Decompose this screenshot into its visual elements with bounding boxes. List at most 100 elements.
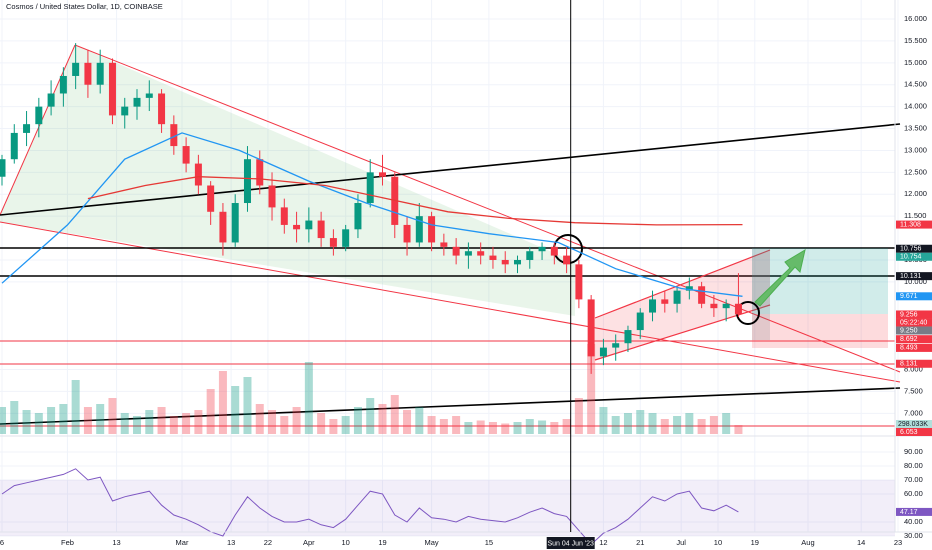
range-box	[752, 248, 770, 340]
volume-bar	[22, 410, 31, 434]
candle-body	[170, 124, 178, 147]
candle-body	[526, 251, 534, 260]
candle-body	[10, 132, 18, 160]
x-tick-label: 13	[227, 538, 235, 547]
price-tag-label: 10.754	[900, 254, 922, 261]
volume-bar	[120, 413, 129, 434]
candle-body	[428, 216, 436, 243]
candle-body	[0, 159, 6, 177]
rsi-tick-label: 40.00	[904, 517, 923, 526]
crosshair-label: Sun 04 Jun '23	[547, 540, 594, 547]
volume-bar	[366, 398, 375, 434]
volume-bar	[722, 413, 731, 434]
price-tag-label: 9.256	[900, 311, 918, 318]
candle-body	[587, 299, 595, 357]
volume-bar	[0, 407, 6, 434]
volume-bar	[292, 407, 301, 434]
candle-body	[158, 93, 166, 125]
volume-bar	[353, 407, 362, 434]
volume-bar	[218, 371, 227, 434]
candle-body	[72, 62, 80, 76]
trendline	[74, 44, 901, 373]
y-tick-label: 12.500	[904, 167, 927, 176]
price-tag	[896, 343, 932, 352]
candle-body	[268, 185, 276, 208]
volume-bar	[268, 410, 277, 434]
rsi-tick-label: 70.00	[904, 475, 923, 484]
x-tick-label: Feb	[61, 538, 74, 547]
y-tick-label: 16.000	[904, 14, 927, 23]
candle-body	[293, 224, 301, 230]
volume-bar	[108, 398, 117, 434]
price-tag	[896, 244, 932, 253]
volume-bar	[673, 416, 682, 434]
rsi-tick-label: 30.00	[904, 531, 923, 540]
price-tag	[896, 326, 932, 335]
y-tick-label: 15.000	[904, 58, 927, 67]
candle-body	[145, 93, 153, 98]
candle-body	[489, 255, 497, 260]
price-tag	[896, 220, 932, 229]
candle-body	[366, 172, 374, 204]
candle-body	[23, 124, 31, 133]
x-tick-label: May	[425, 538, 439, 547]
candle-body	[624, 330, 632, 344]
candle-body	[464, 251, 472, 256]
candle-body	[636, 312, 644, 331]
candle-body	[182, 146, 190, 164]
candle-body	[575, 264, 583, 300]
candle-body	[305, 220, 313, 230]
candle-body	[612, 343, 620, 348]
price-tag-label: 10.756	[900, 246, 922, 253]
x-tick-label: 19	[378, 538, 386, 547]
volume-bar	[182, 413, 191, 434]
volume-bar	[636, 410, 645, 434]
x-tick-label: 10	[714, 538, 722, 547]
rsi-tick-label: 90.00	[904, 447, 923, 456]
y-tick-label: 14.000	[904, 102, 927, 111]
volume-tag	[896, 420, 932, 428]
volume-bar	[525, 419, 534, 434]
candle-body	[734, 303, 742, 315]
target-zone	[752, 248, 888, 314]
volume-bar	[280, 416, 289, 434]
volume-bar	[145, 410, 154, 434]
candle-body	[121, 106, 129, 116]
stop-zone	[752, 314, 888, 348]
x-tick-label: Mar	[176, 538, 189, 547]
candle-body	[538, 246, 546, 252]
candle-body	[231, 203, 239, 243]
y-tick-label: 10.000	[904, 277, 927, 286]
volume-bar	[415, 407, 424, 434]
price-tag	[896, 310, 932, 319]
price-tag	[896, 335, 932, 344]
candle-body	[673, 290, 681, 304]
volume-bar	[452, 416, 461, 434]
y-tick-label: 13.500	[904, 124, 927, 133]
volume-bar	[317, 413, 326, 434]
volume-bar	[488, 422, 497, 434]
rsi-tag-label: 47.17	[900, 509, 918, 516]
volume-bar	[243, 377, 252, 434]
candle-body	[440, 242, 448, 247]
volume-bar	[194, 410, 203, 434]
candle-body	[219, 211, 227, 243]
candle-body	[243, 159, 251, 204]
candle-body	[207, 185, 215, 212]
price-tag-label: 11.308	[900, 221, 921, 228]
volume-bar	[464, 422, 473, 434]
candle-body	[415, 216, 423, 243]
volume-bar	[660, 419, 669, 434]
volume-bar	[231, 386, 240, 434]
volume-bar	[206, 389, 215, 434]
moving-average	[1, 132, 743, 297]
volume-bar	[96, 404, 105, 434]
candle-body	[108, 62, 116, 116]
y-tick-label: 7.500	[904, 386, 923, 395]
candle-body	[256, 159, 264, 186]
trendline	[0, 123, 901, 216]
candle-body	[354, 203, 362, 230]
volume-bar	[83, 407, 92, 434]
volume-bar	[59, 404, 68, 434]
candle-body	[59, 75, 67, 94]
